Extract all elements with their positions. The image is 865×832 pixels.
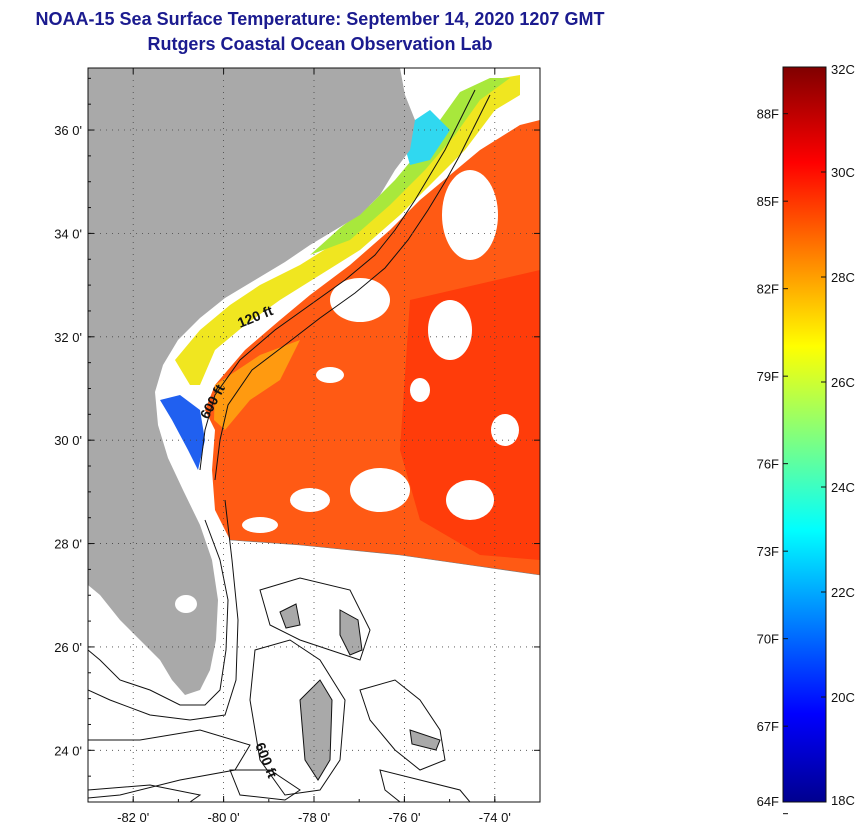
colorbar-fahrenheit-labels: 88F 85F 82F 79F 76F 73F 70F 67F 64F [757, 107, 788, 815]
colorbar [782, 66, 827, 803]
swath-edge [229, 539, 540, 576]
cb-fahrenheit-label-0: 88F [757, 107, 779, 122]
cb-celsius-label-1: 30C [831, 165, 855, 180]
land-southeast-us [88, 68, 415, 695]
lat-tick-label-3: 30 0' [54, 433, 82, 448]
colorbar-celsius-labels: 32C 30C 28C 26C 24C 22C 20C 18C [821, 62, 855, 808]
map-title: NOAA-15 Sea Surface Temperature: Septemb… [35, 9, 605, 29]
nearshore-green-band [310, 78, 510, 255]
contour-600ft-shelf [214, 94, 491, 481]
cb-celsius-label-2: 28C [831, 270, 855, 285]
cb-celsius-label-0: 32C [831, 62, 855, 77]
cloud-patches [242, 170, 519, 533]
cb-fahrenheit-label-1: 85F [757, 194, 779, 209]
bahamas-bank-contours [88, 577, 471, 802]
lat-tick-label-0: 24 0' [54, 743, 82, 758]
lat-tick-label-1: 26 0' [54, 640, 82, 655]
graticule [88, 68, 540, 802]
lat-tick-label-2: 28 0' [54, 537, 82, 552]
sst-swath-amber [214, 340, 300, 430]
cb-celsius-label-3: 26C [831, 375, 855, 390]
contour-120ft-shelf [199, 89, 476, 471]
map-area: 120 ft 600 ft 600 ft [88, 68, 540, 802]
lon-tick-label-2: -78 0' [298, 810, 330, 825]
cb-celsius-label-4: 24C [831, 480, 855, 495]
cb-fahrenheit-label-8: 64F [757, 794, 779, 809]
lat-tick-label-4: 32 0' [54, 330, 82, 345]
cb-fahrenheit-label-3: 79F [757, 369, 779, 384]
lake-okeechobee [175, 595, 197, 613]
cb-fahrenheit-label-4: 76F [757, 457, 779, 472]
cb-celsius-label-6: 20C [831, 690, 855, 705]
longitude-axis: -82 0' -80 0' -78 0' -76 0' -74 0' [87, 68, 541, 825]
cb-celsius-label-5: 22C [831, 585, 855, 600]
lon-tick-label-4: -74 0' [479, 810, 511, 825]
lat-tick-label-5: 34 0' [54, 226, 82, 241]
bahamas-islands [279, 603, 441, 781]
cb-fahrenheit-label-6: 70F [757, 632, 779, 647]
cb-fahrenheit-label-7: 67F [757, 719, 779, 734]
map-subtitle: Rutgers Coastal Ocean Observation Lab [147, 34, 493, 54]
cb-fahrenheit-label-2: 82F [757, 282, 779, 297]
contour-600ft-florida [88, 499, 239, 721]
lon-tick-label-3: -76 0' [388, 810, 420, 825]
lon-tick-label-0: -82 0' [117, 810, 149, 825]
cb-celsius-label-7: 18C [831, 793, 855, 808]
latitude-axis: 24 0' 26 0' 28 0' 30 0' 32 0' 34 0' 36 0' [54, 77, 540, 803]
contour-120ft-florida [88, 519, 229, 706]
lon-tick-label-1: -80 0' [208, 810, 240, 825]
lat-tick-label-6: 36 0' [54, 123, 82, 138]
nearshore-blue-patch [160, 395, 205, 470]
cb-fahrenheit-label-5: 73F [757, 544, 779, 559]
